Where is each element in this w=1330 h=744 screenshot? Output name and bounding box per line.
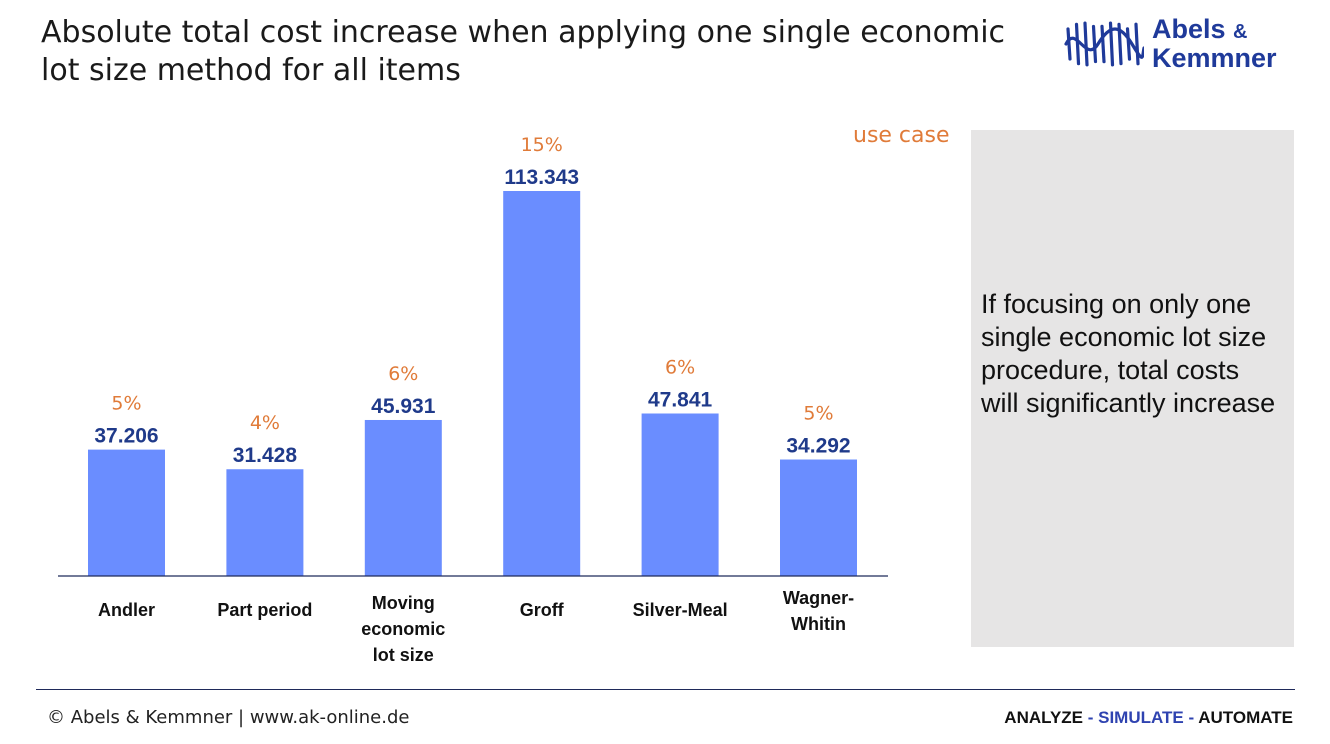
category-label: Whitin bbox=[791, 614, 846, 634]
category-label: Part period bbox=[217, 600, 312, 620]
logo-wave-stroke bbox=[1083, 21, 1089, 67]
category-label: Wagner- bbox=[783, 588, 854, 608]
slogan-sep-1: - bbox=[1083, 708, 1099, 727]
bar bbox=[503, 191, 581, 576]
category-label: economic bbox=[361, 619, 445, 639]
data-label: 34.292 bbox=[786, 435, 850, 458]
logo-wave-stroke bbox=[1100, 24, 1106, 64]
logo-wave-stroke bbox=[1091, 24, 1098, 64]
use-case-label: use case bbox=[853, 123, 950, 148]
company-logo: Abels & Kemmner bbox=[1064, 14, 1294, 73]
logo-wave-stroke bbox=[1134, 22, 1140, 66]
data-label: 31.428 bbox=[233, 444, 298, 467]
percent-label: 6% bbox=[388, 363, 418, 385]
page-title: Absolute total cost increase when applyi… bbox=[41, 15, 1006, 88]
category-label: Silver-Meal bbox=[633, 600, 728, 620]
labels-group: 37.206 5% Andler 31.428 4% Part period 45.931 6… bbox=[94, 134, 854, 665]
percent-label: 4% bbox=[250, 412, 280, 434]
logo-wave-curve bbox=[1064, 27, 1144, 59]
logo-ampersand: & bbox=[1233, 21, 1248, 43]
data-label: 113.343 bbox=[504, 166, 579, 189]
slogan-automate: AUTOMATE bbox=[1198, 708, 1293, 727]
slogan-simulate: SIMULATE bbox=[1098, 708, 1184, 727]
data-label: 37.206 bbox=[94, 425, 158, 448]
category-label: lot size bbox=[373, 645, 434, 665]
sine-wave-bars-logo-icon bbox=[1064, 21, 1144, 67]
slogan-analyze: ANALYZE bbox=[1004, 708, 1084, 727]
category-label: Groff bbox=[520, 600, 565, 620]
percent-label: 5% bbox=[803, 403, 833, 425]
bar bbox=[641, 413, 719, 576]
percent-label: 15% bbox=[521, 134, 563, 156]
bar bbox=[88, 449, 165, 576]
footer-divider bbox=[36, 689, 1295, 690]
bars-group bbox=[58, 191, 888, 577]
bar-chart: 37.206 5% Andler 31.428 4% Part period 45.931 6… bbox=[58, 134, 888, 665]
callout-box: If focusing on only one single economic … bbox=[971, 130, 1294, 647]
bar bbox=[364, 419, 442, 576]
footer-copyright: © Abels & Kemmner | www.ak-online.de bbox=[47, 707, 410, 728]
slogan-sep-2: - bbox=[1183, 708, 1199, 727]
percent-label: 6% bbox=[665, 356, 695, 378]
logo-wave-stroke bbox=[1066, 27, 1072, 61]
bar bbox=[780, 459, 857, 576]
data-label: 45.931 bbox=[371, 395, 436, 418]
callout-text: If focusing on only one single economic … bbox=[981, 289, 1276, 418]
logo-word-abels: Abels bbox=[1152, 14, 1226, 44]
category-label: Andler bbox=[98, 600, 155, 620]
footer-slogan: ANALYZE - SIMULATE - AUTOMATE bbox=[1004, 708, 1293, 728]
category-label: Moving bbox=[372, 593, 435, 613]
logo-word-kemmner: Kemmner bbox=[1152, 43, 1277, 73]
data-label: 47.841 bbox=[648, 388, 713, 411]
bar bbox=[226, 469, 304, 576]
logo-wave-stroke bbox=[1074, 22, 1081, 66]
percent-label: 5% bbox=[111, 393, 141, 415]
logo-wordmark: Abels & Kemmner bbox=[1152, 14, 1277, 73]
logo-wave-stroke bbox=[1125, 27, 1132, 61]
